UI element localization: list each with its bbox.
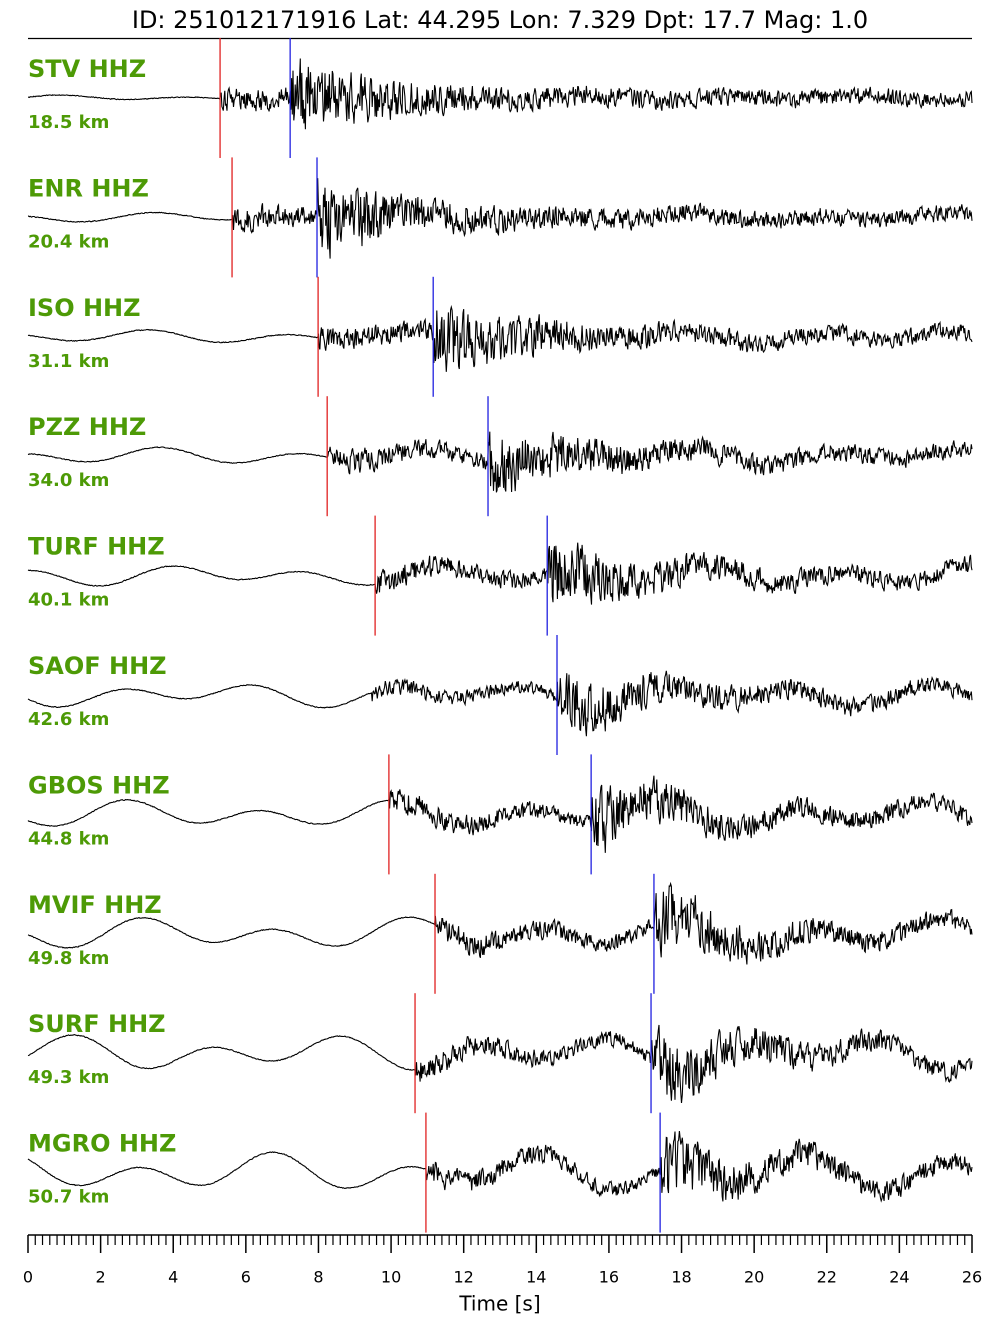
x-tick-label: 18	[671, 1268, 691, 1287]
x-tick-label: 14	[526, 1268, 546, 1287]
station-label: SAOF HHZ	[28, 652, 167, 680]
station-label: STV HHZ	[28, 55, 146, 83]
distance-label: 42.6 km	[28, 709, 109, 730]
x-tick-label: 24	[889, 1268, 909, 1287]
distance-label: 40.1 km	[28, 590, 109, 611]
x-tick-label: 2	[96, 1268, 106, 1287]
waveform	[27, 881, 973, 965]
station-label: SURF HHZ	[28, 1010, 166, 1038]
distance-label: 34.0 km	[28, 470, 109, 491]
waveform	[27, 542, 973, 605]
distance-label: 20.4 km	[28, 231, 109, 252]
waveform	[27, 775, 973, 853]
waveform	[27, 178, 973, 259]
distance-label: 49.3 km	[28, 1067, 109, 1088]
x-axis-label: Time [s]	[458, 1292, 540, 1316]
waveform	[27, 1024, 973, 1104]
distance-label: 31.1 km	[28, 351, 109, 372]
x-tick-label: 16	[599, 1268, 619, 1287]
x-tick-label: 20	[744, 1268, 764, 1287]
waveform	[27, 670, 973, 737]
station-label: MVIF HHZ	[28, 891, 162, 919]
station-label: ENR HHZ	[28, 174, 149, 202]
waveform	[27, 1131, 973, 1203]
x-tick-label: 0	[23, 1268, 33, 1287]
distance-label: 44.8 km	[28, 828, 109, 849]
x-tick-label: 6	[241, 1268, 251, 1287]
x-tick-label: 8	[313, 1268, 323, 1287]
station-label: ISO HHZ	[28, 294, 141, 322]
station-label: MGRO HHZ	[28, 1130, 176, 1158]
x-tick-label: 4	[168, 1268, 178, 1287]
distance-label: 50.7 km	[28, 1187, 109, 1208]
x-tick-label: 26	[962, 1268, 982, 1287]
x-tick-label: 10	[381, 1268, 401, 1287]
station-label: TURF HHZ	[28, 533, 165, 561]
waveform	[27, 304, 973, 372]
station-label: GBOS HHZ	[28, 771, 170, 799]
distance-label: 18.5 km	[28, 112, 109, 133]
x-tick-label: 12	[454, 1268, 474, 1287]
waveform	[28, 58, 973, 130]
distance-label: 49.8 km	[28, 948, 109, 969]
chart-title: ID: 251012171916 Lat: 44.295 Lon: 7.329 …	[132, 6, 868, 34]
waveform	[27, 431, 973, 493]
station-label: PZZ HHZ	[28, 413, 146, 441]
x-tick-label: 22	[817, 1268, 837, 1287]
